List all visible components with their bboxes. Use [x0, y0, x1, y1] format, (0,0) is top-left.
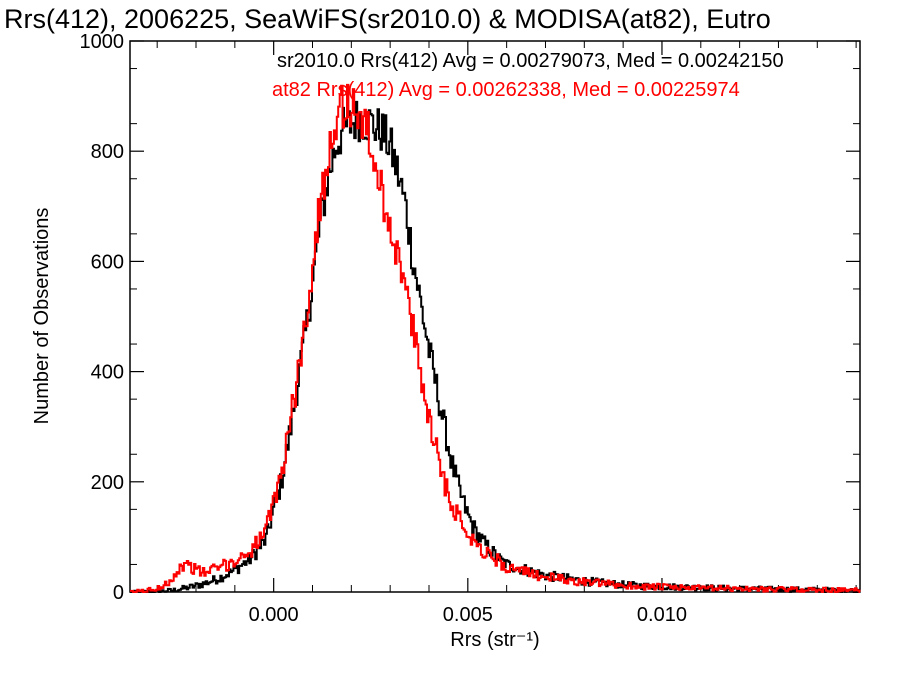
- x-tick-label: 0.005: [443, 604, 493, 626]
- y-tick-label: 600: [91, 251, 124, 273]
- legend-entry-at82: at82 Rrs(412) Avg = 0.00262338, Med = 0.…: [272, 79, 740, 101]
- y-tick-label: 800: [91, 141, 124, 163]
- x-tick-label: 0.000: [249, 604, 299, 626]
- series-line-at82: [130, 83, 861, 593]
- x-axis-ticks: 0.000 0.005 0.010: [156, 41, 857, 626]
- chart-title: Rrs(412), 2006225, SeaWiFS(sr2010.0) & M…: [4, 4, 771, 34]
- x-tick-label: 0.010: [637, 604, 687, 626]
- y-tick-label: 1000: [80, 31, 125, 53]
- y-tick-label: 400: [91, 362, 124, 384]
- x-axis-label: Rrs (str⁻¹): [450, 629, 539, 651]
- y-tick-label: 0: [113, 582, 124, 604]
- plot-frame: [129, 40, 861, 593]
- y-axis-ticks: 0 200 400 600 800 1000: [80, 31, 860, 604]
- series-layer: [130, 83, 861, 593]
- legend-entry-sr2010: sr2010.0 Rrs(412) Avg = 0.00279073, Med …: [277, 50, 784, 72]
- series-line-sr2010: [130, 100, 861, 593]
- y-tick-label: 200: [91, 472, 124, 494]
- y-axis-label: Number of Observations: [31, 208, 53, 425]
